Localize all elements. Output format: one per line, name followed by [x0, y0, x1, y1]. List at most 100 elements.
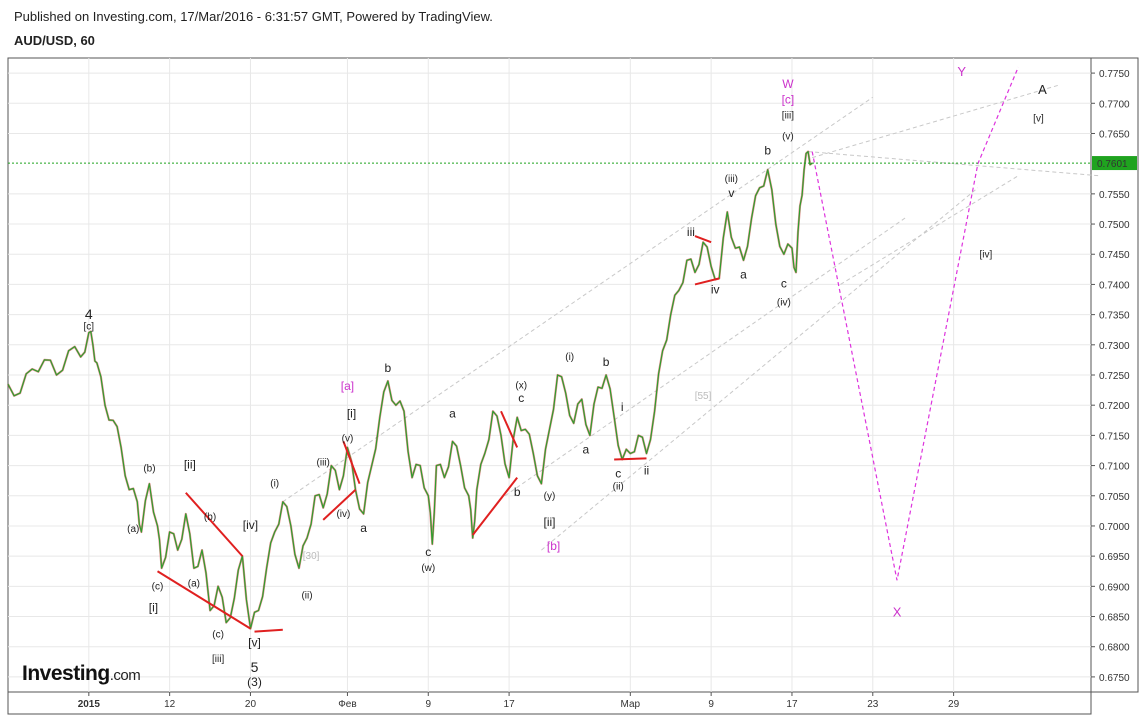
wave-label: (ii) [613, 482, 624, 493]
wave-label: (x) [515, 380, 527, 391]
wave-label: (b) [143, 464, 155, 475]
wave-line[interactable] [156, 570, 251, 630]
wave-label: X [893, 605, 902, 620]
wave-label: iv [711, 282, 720, 296]
wave-label: b [514, 485, 521, 499]
wave-label: (w) [421, 563, 435, 574]
wave-label: [iv] [243, 518, 258, 532]
wave-label: 5 [251, 659, 259, 675]
wave-label: iii [687, 225, 695, 239]
trend-line[interactable] [541, 187, 979, 551]
wave-label: c [615, 467, 621, 481]
wave-label: (ii) [301, 590, 312, 601]
y-tick-label: 0.7050 [1099, 492, 1130, 503]
wave-label: [c] [782, 92, 795, 106]
y-tick-label: 0.7350 [1099, 311, 1130, 322]
wave-label: [b] [547, 539, 560, 553]
y-tick-label: 0.7100 [1099, 462, 1130, 473]
wave-line[interactable] [185, 492, 244, 557]
wave-label: [c] [84, 322, 95, 333]
wave-label: a [583, 442, 590, 456]
wave-label: [i] [149, 601, 158, 615]
x-tick-label: 20 [245, 699, 257, 710]
y-tick-label: 0.7700 [1099, 99, 1130, 110]
current-price-label: 0.7601 [1097, 159, 1128, 170]
y-tick-label: 0.7750 [1099, 69, 1130, 80]
wave-label: b [764, 144, 771, 158]
wave-label: a [360, 521, 367, 535]
wave-label: a [449, 406, 456, 420]
wave-label: (a) [127, 524, 139, 535]
wave-label: (i) [565, 352, 574, 363]
wave-label: [ii] [184, 458, 196, 472]
wave-label: b [603, 355, 610, 369]
published-caption: Published on Investing.com, 17/Mar/2016 … [14, 9, 493, 24]
y-tick-label: 0.7150 [1099, 431, 1130, 442]
current-price-badge [1092, 156, 1137, 171]
wave-label: c [518, 391, 524, 405]
symbol-title: AUD/USD, 60 [14, 33, 95, 48]
wave-label: (y) [544, 491, 556, 502]
projection-path[interactable] [811, 66, 1019, 581]
investing-logo[interactable]: Investing.com [22, 662, 141, 686]
wave-line[interactable] [614, 457, 647, 461]
wave-label: i [621, 400, 624, 414]
wave-label: [v] [1033, 113, 1044, 124]
price-series[interactable] [7, 151, 813, 630]
wave-label: (a) [188, 578, 200, 589]
wave-label: b [385, 361, 392, 375]
wave-label: (iv) [336, 509, 350, 520]
y-tick-label: 0.7000 [1099, 522, 1130, 533]
wave-line[interactable] [342, 441, 361, 485]
wave-label: [iv] [980, 249, 993, 260]
wave-label: [ii] [544, 515, 556, 529]
wave-label: [55] [695, 391, 712, 402]
wave-label: [iii] [782, 110, 794, 121]
y-tick-label: 0.7500 [1099, 220, 1130, 231]
x-tick-label: 23 [867, 699, 879, 710]
wave-label: (i) [270, 479, 279, 490]
y-tick-label: 0.6750 [1099, 673, 1130, 684]
wave-line[interactable] [694, 235, 712, 244]
wave-label: [30] [303, 551, 320, 562]
x-tick-label: 2015 [78, 699, 101, 710]
x-tick-label: Фев [338, 699, 356, 710]
wave-label: (iv) [777, 298, 791, 309]
wave-label: v [728, 186, 734, 200]
y-tick-label: 0.7650 [1099, 129, 1130, 140]
wave-label: (iii) [317, 458, 330, 469]
x-tick-label: 17 [504, 699, 516, 710]
x-tick-label: 17 [786, 699, 798, 710]
wave-label: (c) [212, 630, 224, 641]
wave-label: [iii] [212, 654, 224, 665]
wave-line[interactable] [322, 488, 357, 521]
y-tick-label: 0.7250 [1099, 371, 1130, 382]
time-axis[interactable] [7, 691, 1092, 715]
logo-brand: Investing [22, 662, 110, 685]
wave-label: ii [644, 464, 649, 478]
wave-line[interactable] [694, 277, 720, 286]
x-tick-label: 9 [708, 699, 714, 710]
y-tick-label: 0.6800 [1099, 643, 1130, 654]
trend-line[interactable] [812, 84, 1059, 159]
wave-label: 4 [85, 306, 93, 322]
trend-line[interactable] [282, 96, 874, 503]
wave-label: Y [957, 64, 966, 79]
wave-line[interactable] [471, 477, 518, 536]
wave-line[interactable] [500, 410, 519, 448]
wave-label: a [740, 267, 747, 281]
y-tick-label: 0.7550 [1099, 190, 1130, 201]
wave-label: [i] [347, 406, 356, 420]
wave-label: c [781, 276, 787, 290]
x-tick-label: 29 [948, 699, 960, 710]
wave-label: [v] [248, 636, 261, 650]
y-tick-label: 0.7400 [1099, 280, 1130, 291]
wave-label: c [425, 545, 431, 559]
y-tick-label: 0.7200 [1099, 401, 1130, 412]
wave-label: (iii) [725, 174, 738, 185]
y-tick-label: 0.6950 [1099, 552, 1130, 563]
y-tick-label: 0.6850 [1099, 613, 1130, 624]
wave-line[interactable] [254, 628, 283, 633]
y-tick-label: 0.7450 [1099, 250, 1130, 261]
